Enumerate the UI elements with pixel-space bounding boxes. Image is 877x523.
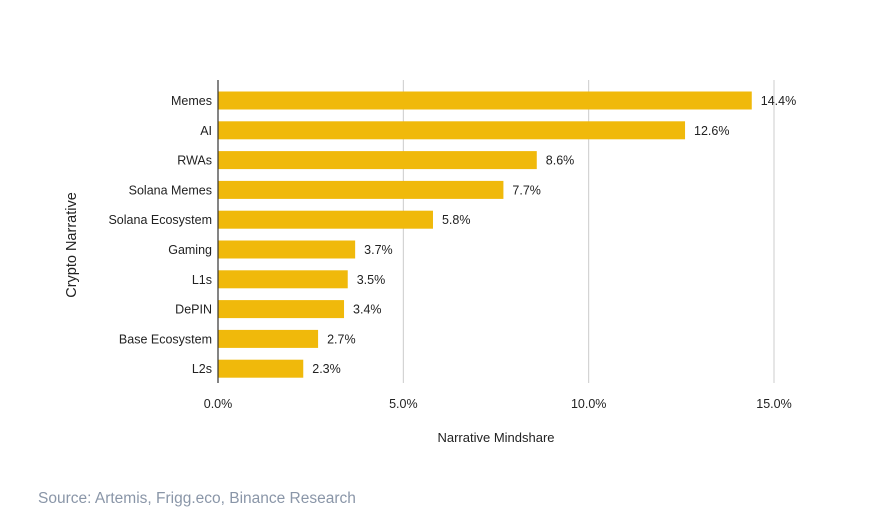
bar	[218, 240, 356, 259]
value-label: 12.6%	[694, 124, 729, 138]
category-label: Gaming	[168, 243, 212, 257]
x-tick-label: 0.0%	[204, 397, 233, 411]
category-label: L2s	[192, 362, 212, 376]
bars	[218, 91, 752, 378]
bar	[218, 91, 752, 110]
category-label: Solana Memes	[129, 183, 212, 197]
bar	[218, 180, 504, 199]
bar	[218, 359, 304, 378]
bar	[218, 270, 348, 289]
value-label: 3.7%	[364, 243, 393, 257]
x-tick-label: 15.0%	[756, 397, 791, 411]
value-label: 3.4%	[353, 303, 382, 317]
category-label: RWAs	[177, 154, 212, 168]
bar	[218, 300, 345, 319]
value-label: 7.7%	[512, 183, 541, 197]
labels: 0.0% 5.0% 10.0% 15.0% Memes 14.4% AI 12.6% RWAs 8…	[108, 94, 796, 411]
category-label: L1s	[192, 273, 212, 287]
value-label: 2.7%	[327, 332, 356, 346]
category-label: Memes	[171, 94, 212, 108]
bar	[218, 329, 319, 348]
bar	[218, 210, 433, 229]
y-axis-title: Crypto Narrative	[64, 192, 80, 298]
x-tick-label: 10.0%	[571, 397, 606, 411]
category-label: AI	[200, 124, 212, 138]
category-label: DePIN	[175, 303, 212, 317]
value-label: 2.3%	[312, 362, 341, 376]
x-axis-title: Narrative Mindshare	[437, 430, 554, 445]
category-label: Solana Ecosystem	[108, 213, 212, 227]
category-label: Base Ecosystem	[119, 332, 212, 346]
bar	[218, 151, 537, 170]
value-label: 14.4%	[761, 94, 796, 108]
x-tick-label: 5.0%	[389, 397, 418, 411]
value-label: 8.6%	[546, 154, 575, 168]
value-label: 5.8%	[442, 213, 471, 227]
source-note: Source: Artemis, Frigg.eco, Binance Rese…	[38, 490, 356, 507]
value-label: 3.5%	[357, 273, 386, 287]
bar	[218, 121, 686, 140]
